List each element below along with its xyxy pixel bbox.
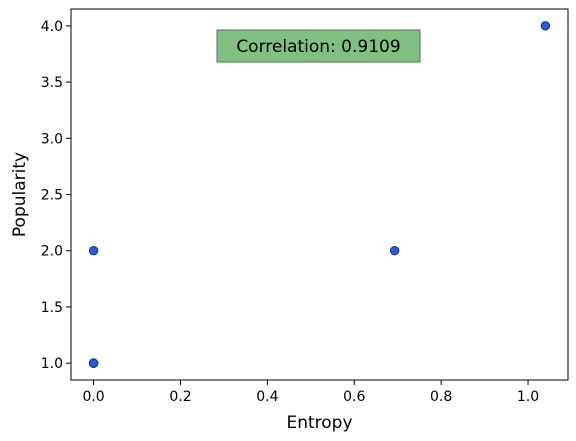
x-axis-title: Entropy [286, 413, 352, 433]
y-tick-label: 1.0 [41, 356, 63, 372]
x-tick-label: 1.0 [517, 389, 539, 405]
x-tick-label: 0.4 [256, 389, 278, 405]
y-tick-label: 2.0 [41, 244, 63, 260]
y-axis-title: Popularity [10, 152, 30, 237]
annotation-background [216, 29, 421, 63]
y-tick-label: 3.0 [41, 131, 63, 147]
scatter-point [88, 246, 99, 256]
annotation-box: Correlation: 0.9109 [216, 29, 421, 63]
x-tick-label: 0.0 [82, 389, 104, 405]
y-tick-label: 4.0 [41, 19, 63, 35]
plot-area [71, 9, 568, 380]
points-layer [88, 21, 551, 368]
x-tick-label: 0.8 [430, 389, 452, 405]
x-tick-label: 0.2 [169, 389, 191, 405]
x-tick-label: 0.6 [343, 389, 365, 405]
scatter-point [540, 21, 551, 31]
scatter-point [389, 246, 400, 256]
y-tick-label: 3.5 [41, 75, 63, 91]
y-tick-label: 2.5 [41, 188, 63, 204]
y-axis-ticks: 1.0 1.5 2.0 2.5 3.0 3.5 4.0 [41, 19, 71, 372]
y-tick-label: 1.5 [41, 300, 63, 316]
scatter-point [88, 358, 99, 368]
x-axis-ticks: 0.0 0.2 0.4 0.6 0.8 1.0 [82, 380, 539, 405]
annotation-text: Correlation: 0.9109 [236, 37, 400, 57]
